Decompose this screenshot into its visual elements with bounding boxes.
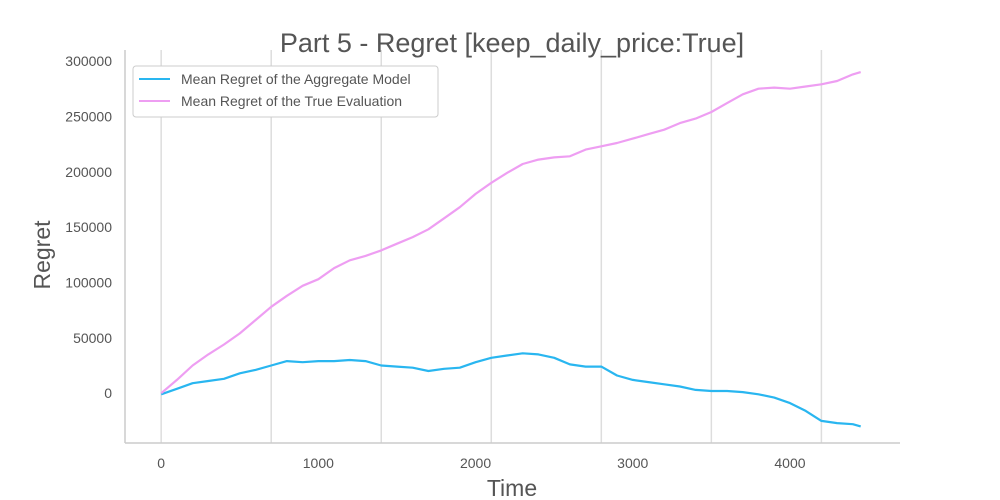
x-tick-label-3: 3000 [617, 455, 648, 471]
legend-entry-true-evaluation: Mean Regret of the True Evaluation [181, 93, 402, 109]
y-tick-label-4: 200000 [65, 164, 112, 180]
tick-labels: 0 1000 2000 3000 4000 0 50000 100000 150000 20000… [65, 53, 805, 471]
y-axis-label: Regret [29, 220, 55, 290]
x-tick-label-2: 2000 [460, 455, 491, 471]
legend-box [132, 65, 439, 118]
x-tick-label-4: 4000 [774, 455, 805, 471]
y-tick-label-2: 100000 [65, 274, 112, 290]
y-tick-label-1: 50000 [73, 330, 112, 346]
x-tick-label-0: 0 [157, 455, 165, 471]
y-tick-label-3: 150000 [65, 219, 112, 235]
y-tick-label-5: 250000 [65, 108, 112, 124]
y-tick-label-6: 300000 [65, 53, 112, 69]
legend: Mean Regret of the Aggregate Model Mean … [132, 65, 439, 118]
y-tick-label-0: 0 [104, 385, 112, 401]
x-axis-label: Time [487, 475, 537, 500]
x-tick-label-1: 1000 [303, 455, 334, 471]
chart-title: Part 5 - Regret [keep_daily_price:True] [280, 28, 744, 58]
series-lines [160, 71, 862, 428]
legend-entry-aggregate: Mean Regret of the Aggregate Model [181, 71, 411, 87]
series-line-true-evaluation [160, 71, 862, 395]
series-line-aggregate [160, 352, 861, 428]
axes [124, 50, 900, 444]
